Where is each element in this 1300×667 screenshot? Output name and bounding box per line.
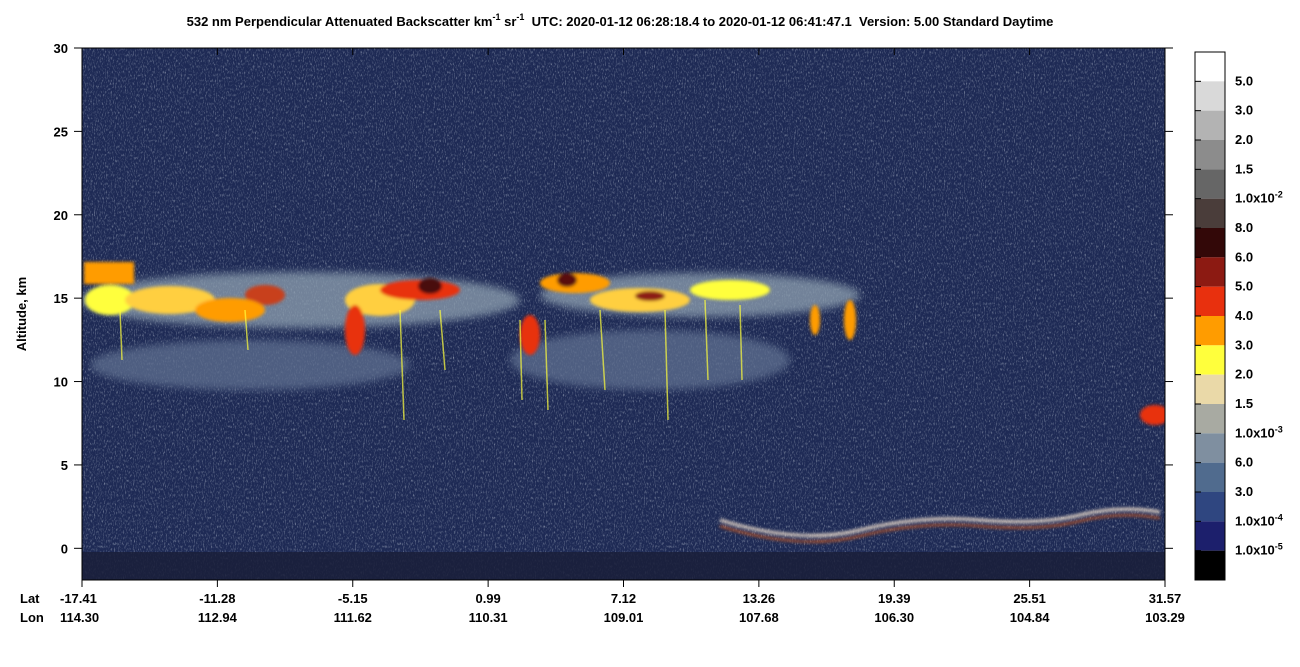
colorbar-label-mantissa: 1.0x10 <box>1235 543 1275 558</box>
colorbar-label-mantissa: 2.0 <box>1235 367 1253 382</box>
colorbar-swatch <box>1195 521 1225 551</box>
title-exp: -1 <box>492 12 500 22</box>
colorbar-swatch <box>1195 374 1225 404</box>
colorbar-label: 4.0 <box>1235 308 1253 323</box>
lon-label: 107.68 <box>739 610 779 625</box>
colorbar-label-mantissa: 6.0 <box>1235 455 1253 470</box>
title-part: sr <box>501 14 517 29</box>
lon-label: 111.62 <box>334 610 372 625</box>
colorbar-label-mantissa: 1.5 <box>1235 396 1253 411</box>
colorbar-label: 8.0 <box>1235 220 1253 235</box>
colorbar: 5.03.02.01.51.0x10-28.06.05.04.03.02.01.… <box>1194 51 1283 581</box>
surface <box>82 552 1165 580</box>
colorbar-label-mantissa: 1.0x10 <box>1235 191 1275 206</box>
colorbar-swatch <box>1195 316 1225 346</box>
x-row-label: Lat <box>20 591 40 606</box>
colorbar-swatch <box>1195 492 1225 522</box>
lat-label: 31.57 <box>1149 591 1182 606</box>
lon-label: 114.30 <box>60 610 99 625</box>
colorbar-label-exponent: -3 <box>1275 424 1283 434</box>
colorbar-label-mantissa: 1.5 <box>1235 161 1253 176</box>
lat-label: 13.26 <box>743 591 776 606</box>
colorbar-label: 3.0 <box>1235 337 1253 352</box>
lat-label: 19.39 <box>878 591 911 606</box>
lon-label: 104.84 <box>1010 610 1051 625</box>
colorbar-label: 5.0 <box>1235 73 1253 88</box>
colorbar-swatch <box>1195 462 1225 492</box>
colorbar-label-mantissa: 6.0 <box>1235 249 1253 264</box>
colorbar-swatch <box>1195 198 1225 228</box>
cloud-cores <box>84 262 1165 543</box>
fall-streaks <box>119 299 743 421</box>
lon-label: 112.94 <box>198 610 238 625</box>
colorbar-label-exponent: -5 <box>1275 542 1283 552</box>
y-tick-label: 20 <box>54 208 68 223</box>
lat-label: -11.28 <box>199 591 235 606</box>
y-tick-label: 25 <box>54 124 68 139</box>
colorbar-label-mantissa: 3.0 <box>1235 103 1253 118</box>
x-row-label: Lon <box>20 610 44 625</box>
y-tick-label: 0 <box>61 541 68 556</box>
title-part: 532 nm Perpendicular Attenuated Backscat… <box>187 14 493 29</box>
colorbar-swatch <box>1195 433 1225 463</box>
colorbar-swatch <box>1195 550 1225 580</box>
y-tick-label: 30 <box>54 41 68 56</box>
lat-label: -5.15 <box>338 591 368 606</box>
colorbar-label: 1.0x10-5 <box>1235 542 1283 558</box>
lon-label: 110.31 <box>469 610 508 625</box>
colorbar-label: 6.0 <box>1235 249 1253 264</box>
lat-label: 25.51 <box>1013 591 1046 606</box>
lon-label: 106.30 <box>874 610 914 625</box>
colorbar-label: 6.0 <box>1235 455 1253 470</box>
chart-title: 532 nm Perpendicular Attenuated Backscat… <box>187 12 1054 29</box>
colorbar-label: 1.5 <box>1235 396 1253 411</box>
title-exp: -1 <box>516 12 524 22</box>
colorbar-label: 1.0x10-2 <box>1235 190 1283 206</box>
lon-label: 103.29 <box>1145 610 1185 625</box>
colorbar-label: 1.0x10-3 <box>1235 424 1283 440</box>
colorbar-label: 2.0 <box>1235 367 1253 382</box>
colorbar-label-exponent: -4 <box>1275 512 1283 522</box>
lat-label: 7.12 <box>611 591 636 606</box>
y-tick-label: 5 <box>61 458 68 473</box>
colorbar-label: 5.0 <box>1235 279 1253 294</box>
curtain-image <box>82 48 1165 580</box>
colorbar-label-mantissa: 2.0 <box>1235 132 1253 147</box>
colorbar-swatch <box>1195 345 1225 375</box>
colorbar-swatch <box>1195 81 1225 111</box>
y-tick-label: 15 <box>54 291 68 306</box>
colorbar-label: 1.5 <box>1235 161 1253 176</box>
colorbar-swatch <box>1195 404 1225 434</box>
colorbar-label-mantissa: 1.0x10 <box>1235 425 1275 440</box>
colorbar-label: 3.0 <box>1235 103 1253 118</box>
y-axis-label: Altitude, km <box>14 277 29 351</box>
colorbar-swatch <box>1195 257 1225 287</box>
y-tick-label: 10 <box>54 375 68 390</box>
colorbar-label-mantissa: 5.0 <box>1235 279 1253 294</box>
colorbar-swatch <box>1195 228 1225 258</box>
lon-label: 109.01 <box>604 610 644 625</box>
colorbar-label-mantissa: 4.0 <box>1235 308 1253 323</box>
lat-label: -17.41 <box>60 591 97 606</box>
colorbar-swatch <box>1195 52 1225 82</box>
colorbar-label: 2.0 <box>1235 132 1253 147</box>
colorbar-label-mantissa: 3.0 <box>1235 484 1253 499</box>
colorbar-swatch <box>1195 110 1225 140</box>
colorbar-label-mantissa: 3.0 <box>1235 337 1253 352</box>
colorbar-label: 3.0 <box>1235 484 1253 499</box>
colorbar-label-exponent: -2 <box>1275 190 1283 200</box>
colorbar-swatch <box>1195 169 1225 199</box>
title-part: UTC: 2020-01-12 06:28:18.4 to 2020-01-12… <box>524 14 1053 29</box>
colorbar-label: 1.0x10-4 <box>1235 512 1283 528</box>
colorbar-label-mantissa: 1.0x10 <box>1235 513 1275 528</box>
colorbar-swatch <box>1195 286 1225 316</box>
colorbar-label-mantissa: 8.0 <box>1235 220 1253 235</box>
lat-label: 0.99 <box>475 591 500 606</box>
colorbar-label-mantissa: 5.0 <box>1235 73 1253 88</box>
colorbar-swatch <box>1195 140 1225 170</box>
